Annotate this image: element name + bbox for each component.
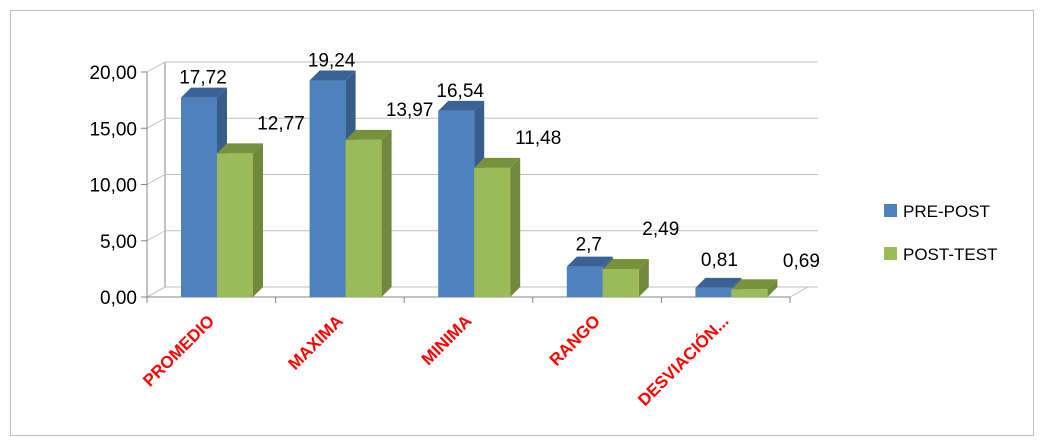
bar-post-test-1 (345, 129, 392, 297)
bar-top-pre-post-3 (566, 256, 613, 267)
bar-top-pre-post-4 (695, 277, 742, 288)
category-label-2: MINIMA (418, 311, 476, 369)
bar-front-pre-post-2 (438, 110, 475, 297)
bar-side-post-test-3 (638, 258, 649, 297)
bar-side-post-test-1 (381, 129, 392, 297)
bar-top-post-test-2 (474, 157, 521, 168)
category-label-3: RANGO (546, 311, 604, 369)
bar-front-pre-post-0 (181, 97, 217, 298)
bars (181, 70, 778, 298)
bar-top-post-test-0 (217, 143, 263, 154)
data-label-post-test-1: 13,97 (386, 100, 434, 121)
bar-front-post-test-1 (345, 139, 382, 297)
data-label-pre-post-1: 19,24 (308, 51, 356, 72)
data-label-post-test-3: 2,49 (642, 219, 679, 240)
legend-label-pre-post: PRE-POST (903, 202, 990, 221)
y-tick-label-3: 15,00 (89, 119, 137, 140)
gridline-side-2 (146, 174, 166, 185)
data-label-pre-post-4: 0,81 (701, 250, 738, 271)
data-label-post-test-2: 11,48 (515, 128, 561, 149)
legend-label-post-test: POST-TEST (903, 245, 997, 264)
y-tick-label-2: 10,00 (89, 176, 137, 197)
y-tick-label-1: 5,00 (100, 232, 137, 253)
bar-front-pre-post-4 (695, 287, 732, 297)
bar-post-test-3 (602, 258, 649, 297)
data-label-post-test-0: 12,77 (257, 113, 305, 134)
data-label-post-test-4: 0,69 (783, 251, 820, 272)
bar-top-pre-post-0 (181, 87, 227, 98)
bar-front-post-test-2 (474, 167, 511, 297)
data-label-pre-post-2: 16,54 (436, 81, 484, 102)
category-label-1: MAXIMA (285, 311, 347, 373)
legend-swatch-pre-post (884, 204, 897, 217)
y-tick-label-4: 20,00 (89, 63, 137, 84)
category-label-4: DESVIACIÓN... (634, 311, 732, 409)
y-tick-label-0: 0,00 (100, 288, 137, 309)
legend: PRE-POST POST-TEST (884, 202, 997, 264)
bar-front-pre-post-1 (309, 80, 346, 297)
bar-front-post-test-3 (602, 268, 639, 297)
bar-front-pre-post-3 (566, 266, 603, 297)
bar-side-post-test-0 (253, 143, 263, 297)
bar-top-post-test-1 (345, 129, 392, 140)
bar-side-post-test-2 (510, 157, 521, 297)
bar-post-test-4 (731, 279, 778, 297)
bar-post-test-2 (474, 157, 521, 297)
gridline-side-1 (146, 230, 166, 242)
category-label-0: PROMEDIO (139, 311, 218, 390)
bar-pre-post-2 (438, 100, 485, 297)
bar-side-post-test-4 (767, 279, 778, 297)
bar-top-pre-post-1 (309, 70, 356, 81)
bar-top-pre-post-2 (438, 100, 485, 111)
data-label-pre-post-0: 17,72 (179, 68, 227, 89)
bar-front-post-test-0 (217, 153, 253, 297)
chart-frame (10, 10, 1034, 436)
bar-top-post-test-4 (731, 279, 778, 290)
bar-post-test-0 (217, 143, 263, 297)
gridline-side-4 (146, 61, 166, 73)
bar-top-post-test-3 (602, 258, 649, 269)
legend-swatch-post-test (884, 247, 897, 260)
bar-front-post-test-4 (731, 289, 768, 297)
gridline-side-3 (146, 117, 166, 129)
data-label-pre-post-3: 2,7 (576, 235, 602, 256)
